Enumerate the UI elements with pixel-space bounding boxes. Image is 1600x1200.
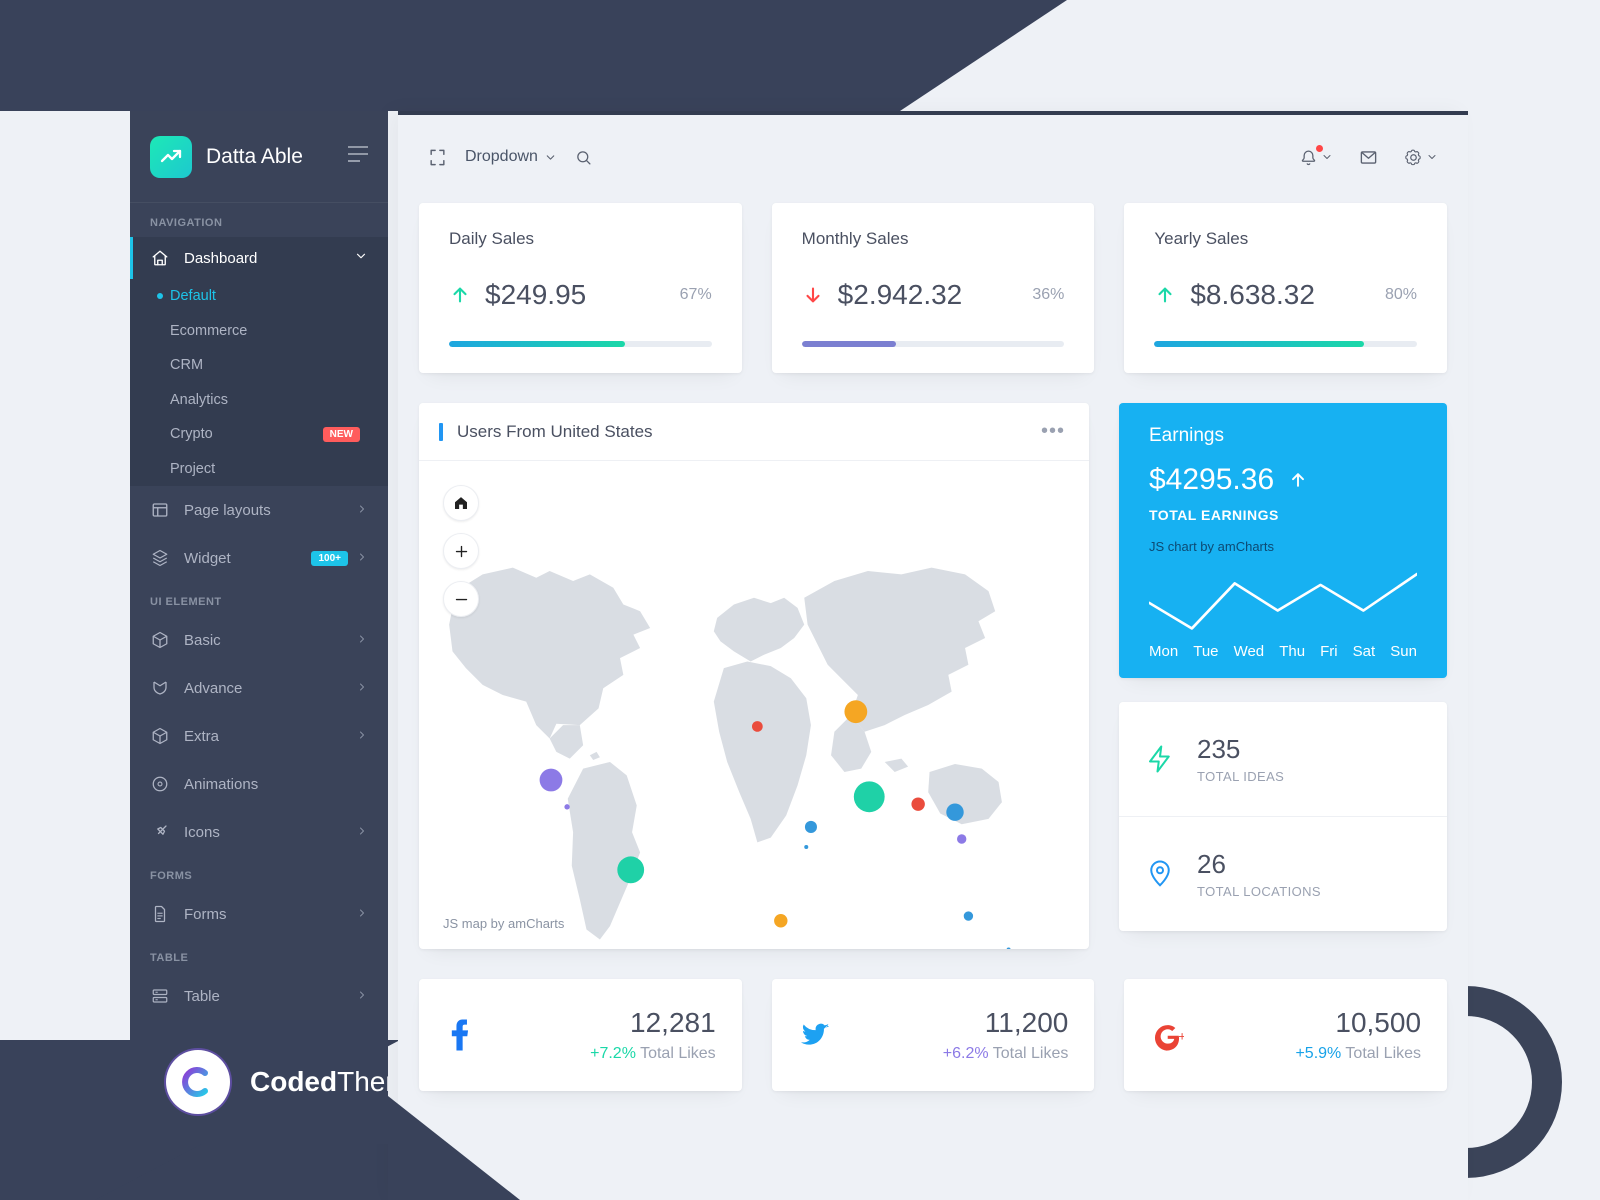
svg-text:+: + xyxy=(1179,1029,1185,1044)
